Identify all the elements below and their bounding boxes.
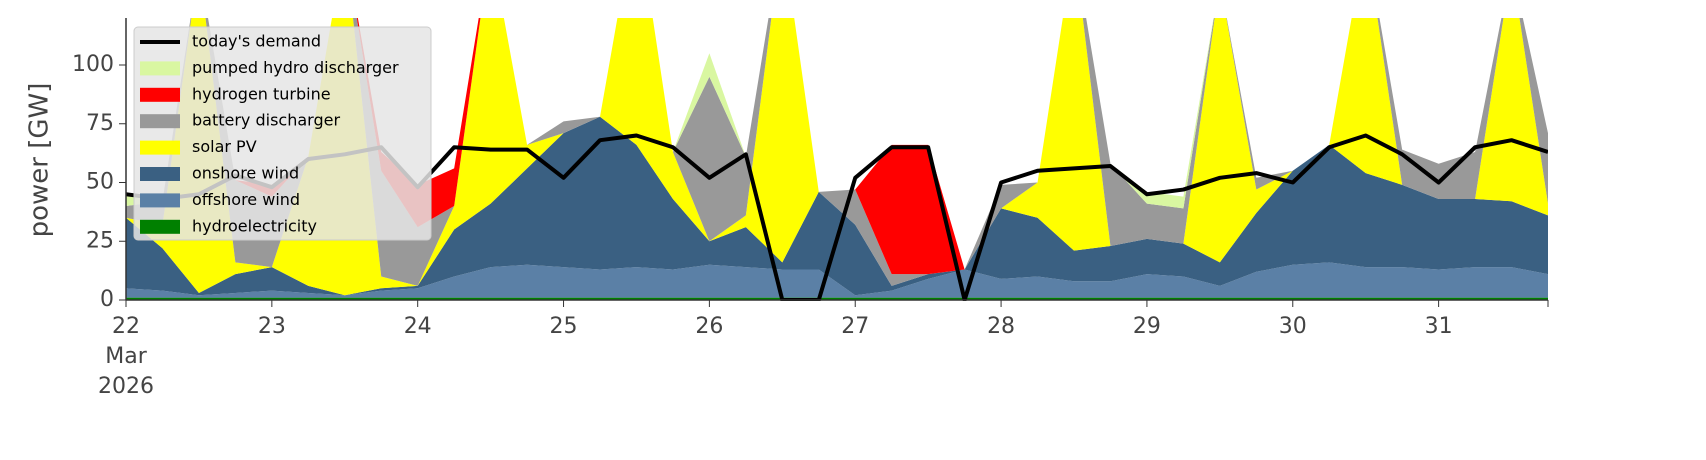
area <box>126 116 1548 296</box>
legend-label: solar PV <box>192 137 257 156</box>
legend-label: hydroelectricity <box>192 216 317 235</box>
legend-label: hydrogen turbine <box>192 84 331 103</box>
legend-box <box>133 26 432 241</box>
legend-label: today's demand <box>192 32 321 51</box>
x-tick-label: 30 <box>1278 314 1307 339</box>
legend-label: onshore wind <box>192 164 299 183</box>
y-tick-label: 25 <box>86 228 114 253</box>
area <box>126 262 1548 298</box>
x-tick-label: 23 <box>257 314 286 339</box>
x-tick-label: 31 <box>1424 314 1453 339</box>
legend: today's demand pumped hydro discharger hyd… <box>133 26 432 241</box>
y-tick-label: 100 <box>72 52 114 77</box>
legend-swatch <box>140 219 180 234</box>
x-tick-label: 22 Mar 2026 <box>98 314 154 399</box>
legend-swatch <box>140 61 180 76</box>
x-tick-label: 29 <box>1132 314 1161 339</box>
area <box>126 18 1548 286</box>
legend-swatch <box>140 114 180 129</box>
y-tick-label: 75 <box>86 111 114 136</box>
legend-swatch <box>140 193 180 208</box>
x-tick-label: 24 <box>403 314 432 339</box>
legend-label: pumped hydro discharger <box>192 58 399 77</box>
y-tick-label: 50 <box>86 170 114 195</box>
legend-swatch <box>140 167 180 181</box>
x-tick-label: 28 <box>987 314 1016 339</box>
area <box>126 18 1548 296</box>
x-tick-label: 27 <box>841 314 870 339</box>
legend-label: battery discharger <box>192 111 340 130</box>
y-axis-label: power [GW] <box>25 83 55 238</box>
legend-swatch <box>140 140 180 155</box>
x-tick-label: 25 <box>549 314 578 339</box>
legend-swatch <box>140 87 180 102</box>
y-tick-label: 0 <box>100 287 114 312</box>
legend-label: offshore wind <box>192 190 300 209</box>
x-tick-label: 26 <box>695 314 724 339</box>
